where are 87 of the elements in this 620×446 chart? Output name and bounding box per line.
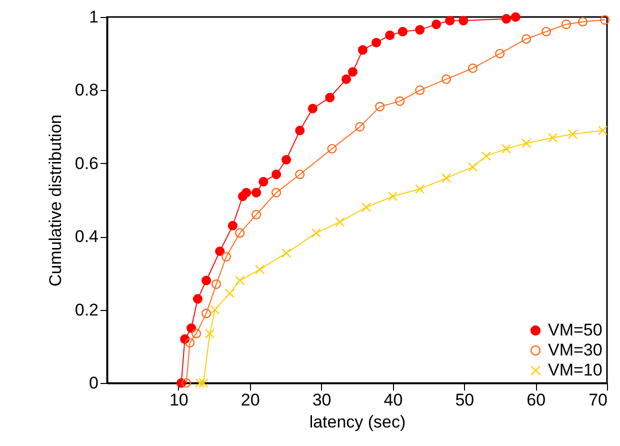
y-tick-label: 0.4	[74, 227, 98, 246]
x-tick-label: 30	[312, 390, 332, 410]
point	[395, 96, 405, 106]
point	[210, 305, 220, 315]
point	[482, 151, 492, 161]
point	[182, 378, 192, 388]
point	[375, 102, 385, 112]
point	[385, 30, 395, 40]
y-tick-label: 0.2	[74, 300, 98, 320]
point	[372, 38, 382, 48]
point	[235, 276, 245, 286]
point	[202, 276, 212, 286]
y-tick-label: 0.6	[74, 154, 98, 173]
point	[562, 20, 572, 30]
point	[282, 248, 292, 258]
y-tick-label: 1	[89, 8, 98, 26]
point	[415, 25, 425, 35]
point	[598, 126, 608, 136]
legend-label: VM=10	[548, 360, 602, 380]
point	[325, 92, 335, 102]
x-tick-label: 60	[526, 390, 546, 410]
point	[335, 217, 345, 227]
point	[272, 188, 282, 198]
x-tick-label: 40	[384, 390, 403, 410]
point	[185, 338, 195, 348]
point	[195, 378, 205, 388]
y-tick-label: 0	[89, 374, 98, 392]
legend-label: VM=50	[548, 320, 602, 340]
point	[225, 288, 235, 298]
point	[202, 308, 212, 318]
point	[522, 138, 532, 148]
point	[348, 67, 358, 77]
point	[502, 14, 512, 24]
point	[542, 26, 552, 36]
point	[282, 154, 292, 165]
point	[242, 188, 252, 198]
point	[235, 228, 245, 238]
point	[312, 228, 322, 238]
point	[186, 323, 196, 333]
x-axis-title: latency (sec)	[309, 412, 406, 432]
x-tick-label: 50	[455, 390, 474, 410]
point	[415, 184, 425, 194]
point	[295, 170, 305, 180]
point	[548, 132, 558, 143]
y-tick-label: 0.8	[74, 80, 98, 100]
point	[252, 188, 262, 198]
point	[228, 220, 238, 230]
point	[358, 45, 368, 55]
point	[468, 162, 478, 172]
point	[342, 74, 352, 84]
point	[192, 294, 202, 304]
point	[192, 328, 202, 338]
point	[398, 26, 408, 36]
point	[445, 16, 455, 26]
point	[522, 34, 532, 44]
legend-label: VM=30	[548, 340, 602, 360]
point	[327, 144, 337, 154]
point	[255, 264, 265, 274]
point	[495, 48, 505, 58]
point	[205, 328, 215, 338]
point	[468, 63, 478, 74]
point	[258, 176, 268, 186]
y-axis-title: Cumulative distribution	[46, 114, 65, 286]
point	[215, 246, 225, 256]
point	[568, 129, 578, 139]
point	[502, 144, 512, 154]
point	[578, 16, 588, 27]
point	[362, 202, 372, 212]
point	[295, 126, 305, 136]
point	[388, 192, 398, 202]
point	[355, 122, 365, 132]
point	[222, 252, 232, 262]
x-tick-label: 70	[588, 390, 608, 410]
point	[432, 20, 442, 30]
point	[212, 279, 222, 289]
x-tick-label: 10	[169, 390, 188, 410]
x-tick-label: 20	[240, 390, 260, 410]
point	[442, 173, 452, 183]
point	[308, 104, 318, 114]
point	[600, 15, 610, 25]
point	[415, 85, 425, 95]
point	[198, 378, 208, 388]
point	[442, 74, 452, 84]
point	[252, 210, 262, 220]
point	[510, 12, 520, 22]
point	[272, 170, 282, 180]
point	[458, 16, 468, 26]
